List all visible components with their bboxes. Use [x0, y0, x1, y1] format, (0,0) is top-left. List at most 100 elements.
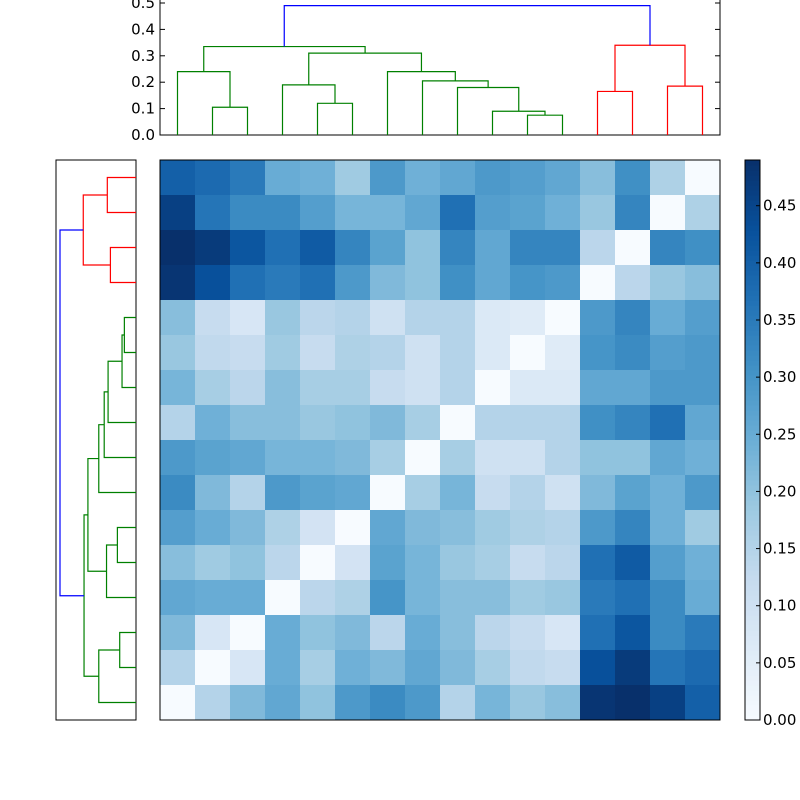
dendrogram-link — [98, 649, 136, 704]
colorbar-segment — [745, 500, 760, 506]
heatmap-cell — [580, 615, 616, 651]
heatmap-cell — [300, 405, 336, 441]
heatmap-cell — [195, 685, 231, 721]
heatmap-cell — [475, 370, 511, 406]
colorbar-segment — [745, 400, 760, 406]
colorbar-segment — [745, 310, 760, 316]
heatmap-cell — [650, 300, 686, 336]
heatmap-cell — [405, 195, 441, 231]
heatmap-cell — [545, 195, 581, 231]
y-tick-label: 0.4 — [131, 20, 155, 38]
heatmap-cell — [685, 545, 721, 581]
heatmap-cell — [545, 405, 581, 441]
heatmap-cell — [370, 685, 406, 721]
heatmap-cell — [370, 650, 406, 686]
colorbar-segment — [745, 475, 760, 481]
heatmap-cell — [230, 160, 266, 196]
heatmap-cell — [195, 195, 231, 231]
heatmap-cell — [370, 160, 406, 196]
heatmap-cell — [615, 510, 651, 546]
heatmap-cell — [510, 265, 546, 301]
colorbar-segment — [745, 450, 760, 456]
heatmap-cell — [230, 510, 266, 546]
colorbar-segment — [745, 645, 760, 651]
colorbar-segment — [745, 335, 760, 341]
heatmap-cell — [615, 195, 651, 231]
heatmap-cell — [300, 685, 336, 721]
heatmap-cell — [195, 545, 231, 581]
heatmap-cell — [510, 195, 546, 231]
heatmap-cell — [650, 685, 686, 721]
dendrogram-link — [614, 44, 686, 92]
heatmap-cell — [370, 300, 406, 336]
colorbar-segment — [745, 575, 760, 581]
heatmap-cell — [650, 475, 686, 511]
heatmap-cell — [300, 545, 336, 581]
heatmap-cell — [510, 405, 546, 441]
heatmap-cell — [195, 580, 231, 616]
y-tick-label: 0.0 — [131, 126, 155, 144]
heatmap-cell — [405, 440, 441, 476]
heatmap-cell — [335, 650, 371, 686]
heatmap-cell — [300, 300, 336, 336]
heatmap-cell — [615, 685, 651, 721]
heatmap-cell — [370, 615, 406, 651]
colorbar-segment — [745, 490, 760, 496]
heatmap-cell — [440, 335, 476, 371]
heatmap-cell — [195, 475, 231, 511]
heatmap-cell — [160, 510, 196, 546]
heatmap-cell — [580, 510, 616, 546]
colorbar-segment — [745, 695, 760, 701]
heatmap-cell — [440, 580, 476, 616]
heatmap-cell — [510, 615, 546, 651]
heatmap-cell — [475, 265, 511, 301]
heatmap-cell — [265, 405, 301, 441]
heatmap-cell — [160, 650, 196, 686]
colorbar-segment — [745, 285, 760, 291]
heatmap-cell — [335, 405, 371, 441]
heatmap-cell — [265, 580, 301, 616]
heatmap-cell — [335, 195, 371, 231]
colorbar-segment — [745, 300, 760, 306]
heatmap-cell — [615, 440, 651, 476]
colorbar-segment — [745, 530, 760, 536]
dendrogram-link — [281, 84, 336, 135]
heatmap-cell — [195, 230, 231, 266]
heatmap-cell — [440, 405, 476, 441]
y-tick-label: 0.5 — [131, 0, 155, 12]
heatmap-cell — [230, 615, 266, 651]
heatmap-cell — [160, 230, 196, 266]
colorbar-segment — [745, 685, 760, 691]
heatmap-cell — [685, 370, 721, 406]
colorbar-segment — [745, 545, 760, 551]
heatmap-cell — [650, 650, 686, 686]
heatmap-cell — [195, 405, 231, 441]
heatmap-cell — [685, 475, 721, 511]
heatmap-cell — [230, 300, 266, 336]
colorbar-segment — [745, 565, 760, 571]
heatmap-cell — [370, 335, 406, 371]
heatmap-cell — [300, 510, 336, 546]
heatmap-cell — [615, 580, 651, 616]
heatmap-cell — [650, 335, 686, 371]
heatmap-cell — [685, 685, 721, 721]
heatmap-cell — [510, 510, 546, 546]
colorbar-segment — [745, 305, 760, 311]
dendrogram-link — [82, 194, 111, 266]
heatmap-cell — [545, 300, 581, 336]
colorbar-segment — [745, 295, 760, 301]
heatmap-cell — [195, 650, 231, 686]
colorbar-segment — [745, 270, 760, 276]
heatmap-cell — [230, 440, 266, 476]
heatmap-cell — [300, 615, 336, 651]
heatmap-cell — [685, 510, 721, 546]
colorbar-segment — [745, 365, 760, 371]
heatmap-cell — [510, 685, 546, 721]
heatmap-cell — [510, 650, 546, 686]
heatmap-cell — [475, 300, 511, 336]
colorbar-segment — [745, 625, 760, 631]
heatmap-cell — [335, 685, 371, 721]
heatmap-cell — [370, 580, 406, 616]
heatmap-cell — [440, 265, 476, 301]
